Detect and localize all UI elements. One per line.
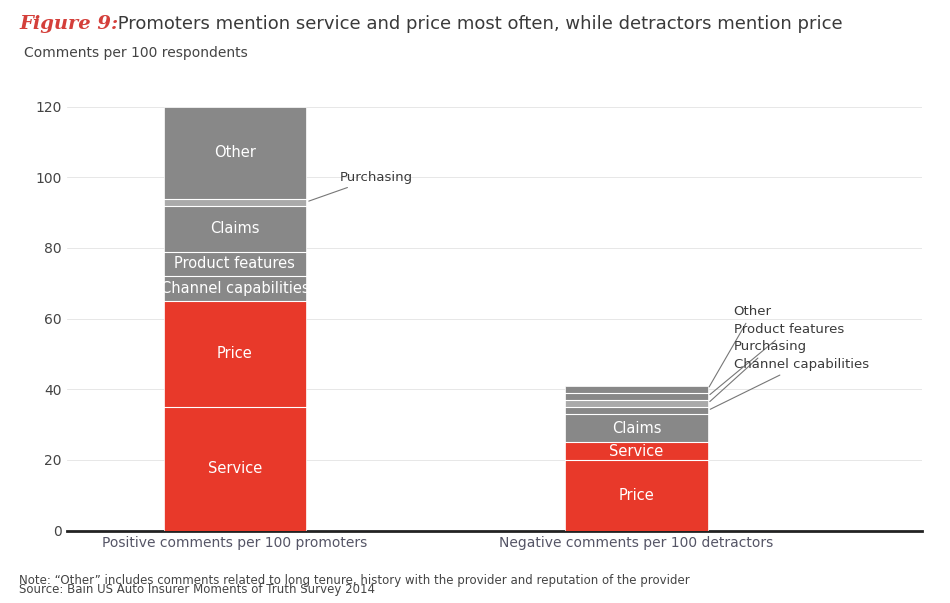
Text: Other: Other: [214, 145, 256, 160]
Bar: [565, 400, 708, 407]
Bar: [565, 386, 708, 393]
Bar: [565, 414, 708, 443]
Bar: [565, 407, 708, 414]
Text: Claims: Claims: [612, 421, 661, 436]
Text: Price: Price: [217, 347, 253, 361]
Bar: [163, 407, 306, 531]
Bar: [163, 198, 306, 206]
Bar: [163, 251, 306, 276]
Bar: [565, 460, 708, 531]
Bar: [163, 107, 306, 198]
Text: Claims: Claims: [210, 221, 259, 236]
Text: Note: “Other” includes comments related to long tenure, history with the provide: Note: “Other” includes comments related …: [19, 573, 690, 587]
Text: Price: Price: [618, 488, 655, 503]
Text: Channel capabilities: Channel capabilities: [161, 281, 309, 296]
Text: Purchasing: Purchasing: [309, 171, 413, 201]
Text: Figure 9:: Figure 9:: [19, 15, 118, 33]
Text: Product features: Product features: [710, 323, 844, 394]
Text: Service: Service: [208, 461, 262, 476]
Text: Product features: Product features: [175, 256, 295, 271]
Text: Channel capabilities: Channel capabilities: [711, 358, 869, 409]
Bar: [565, 393, 708, 400]
Bar: [163, 276, 306, 301]
Text: Purchasing: Purchasing: [710, 341, 807, 402]
Text: Other: Other: [709, 305, 771, 387]
Text: Service: Service: [609, 444, 664, 459]
Bar: [163, 206, 306, 251]
Bar: [565, 443, 708, 460]
Text: Source: Bain US Auto Insurer Moments of Truth Survey 2014: Source: Bain US Auto Insurer Moments of …: [19, 583, 375, 596]
Text: Promoters mention service and price most often, while detractors mention price: Promoters mention service and price most…: [112, 15, 843, 33]
Text: Comments per 100 respondents: Comments per 100 respondents: [24, 46, 248, 60]
Bar: [163, 301, 306, 407]
